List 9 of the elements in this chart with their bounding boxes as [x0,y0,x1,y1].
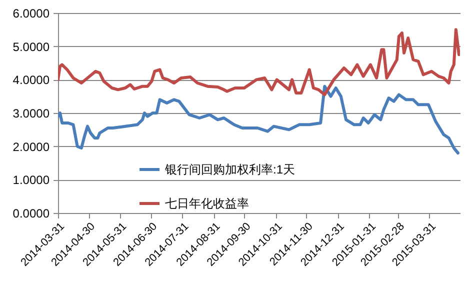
y-tick-label: 6.0000 [12,6,50,20]
y-tick-label: 3.0000 [12,106,50,120]
y-tick-label: 2.0000 [12,140,50,154]
legend-label: 银行间回购加权利率:1天 [164,162,296,176]
y-tick-label: 1.0000 [12,173,50,188]
y-tick-label: 0.0000 [12,206,50,220]
legend-label: 七日年化收益率 [165,196,249,210]
y-tick-label: 5.0000 [12,40,50,54]
y-tick-label: 4.0000 [12,73,50,88]
